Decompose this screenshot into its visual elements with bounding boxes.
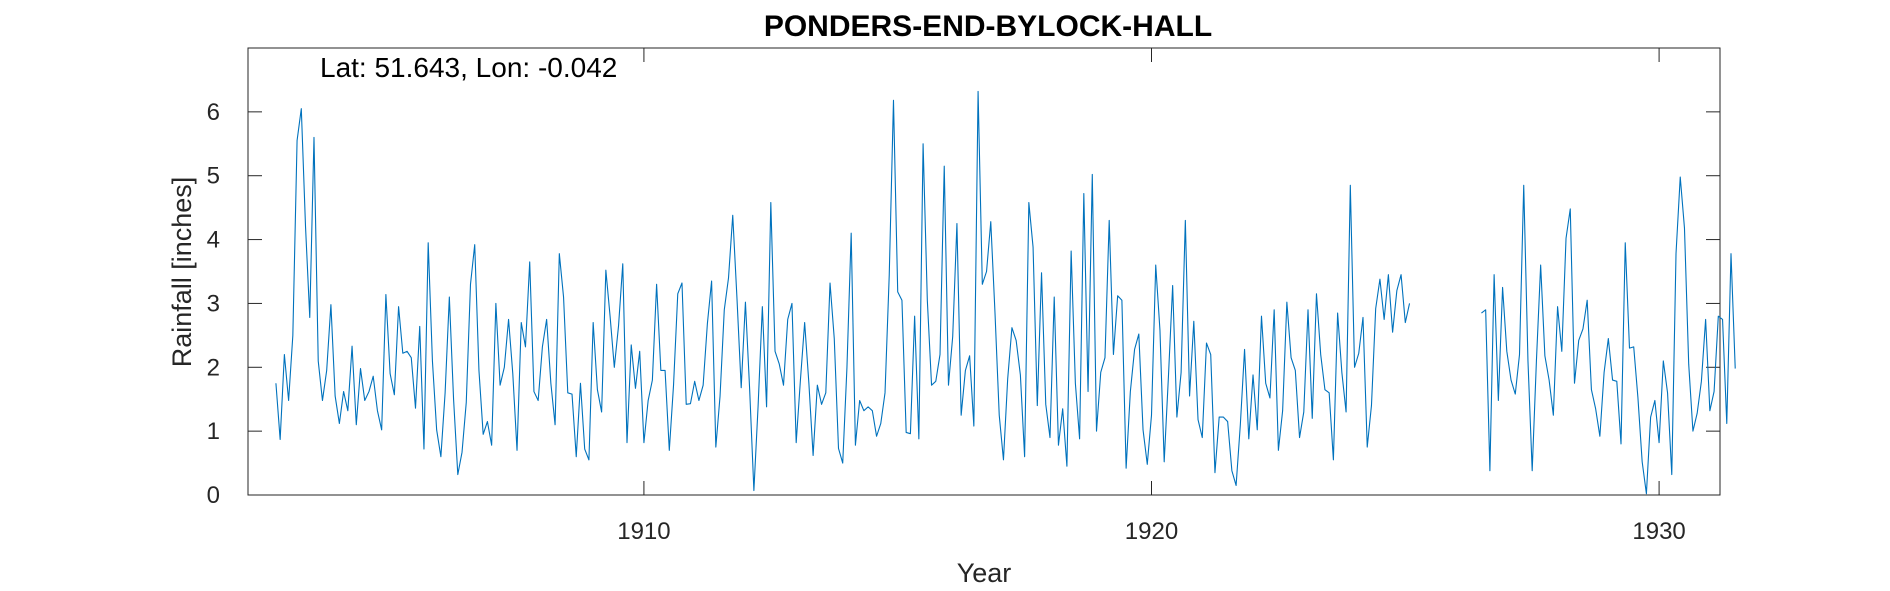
y-tick-label: 4 xyxy=(207,227,220,254)
chart-title: PONDERS-END-BYLOCK-HALL xyxy=(764,10,1212,43)
y-tick-label: 6 xyxy=(207,99,220,126)
y-tick-label: 2 xyxy=(207,354,220,381)
y-tick-label: 5 xyxy=(207,163,220,190)
y-tick-label: 1 xyxy=(207,418,220,445)
location-annotation: Lat: 51.643, Lon: -0.042 xyxy=(320,52,617,83)
y-axis: 0 1 2 3 4 5 6 xyxy=(207,99,1720,509)
x-axis: 1910 1920 1930 xyxy=(617,48,1686,545)
rainfall-series-line xyxy=(275,90,1736,495)
axes-box xyxy=(247,47,1721,496)
x-tick-label: 1920 xyxy=(1125,518,1178,545)
y-tick-label: 0 xyxy=(207,482,220,509)
y-axis-label: Rainfall [inches] xyxy=(167,177,197,368)
x-tick-label: 1930 xyxy=(1632,518,1685,545)
plot-area xyxy=(247,47,1721,496)
series-layer xyxy=(275,90,1736,495)
y-tick-label: 3 xyxy=(207,290,220,317)
x-tick-label: 1910 xyxy=(617,518,670,545)
x-axis-label: Year xyxy=(957,558,1012,588)
